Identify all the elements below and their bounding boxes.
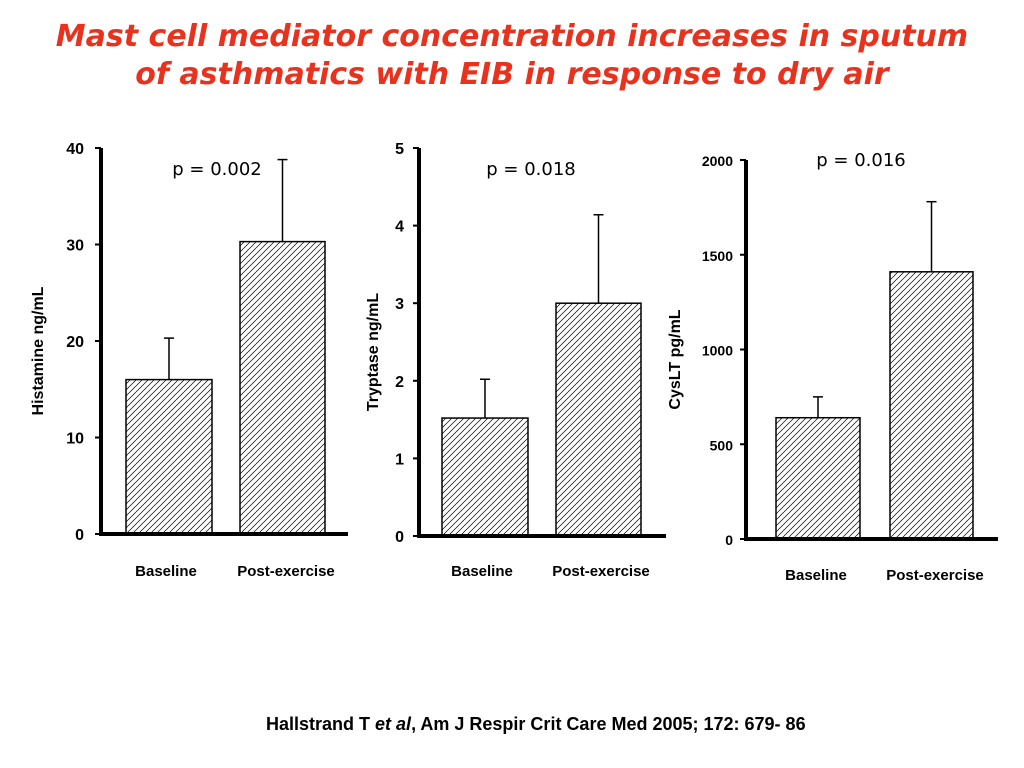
- chart-3-y-tick-label: 1500: [702, 248, 733, 264]
- citation: Hallstrand T et al, Am J Respir Crit Car…: [266, 714, 806, 735]
- citation-author: Hallstrand T: [266, 714, 376, 734]
- chart-1-bar-1: [125, 378, 213, 535]
- chart-3-bar-2: [889, 271, 974, 540]
- citation-journal: , Am J Respir Crit Care Med 2005; 172: 6…: [411, 714, 806, 734]
- slide-title: Mast cell mediator concentration increas…: [0, 18, 1024, 94]
- chart-1-y-tick-label: 0: [75, 527, 84, 544]
- chart-2-bar-2: [555, 302, 642, 537]
- chart-1-category-label-1: Baseline: [135, 563, 197, 580]
- chart-3-y-tick-label: 2000: [702, 153, 733, 169]
- chart-3-category-label-1: Baseline: [785, 567, 847, 584]
- chart-2-y-tick-label: 1: [395, 451, 404, 468]
- chart-2-y-tick-label: 4: [395, 219, 404, 236]
- chart-1-y-tick-label: 20: [66, 334, 84, 351]
- chart-2-p-value: p = 0.018: [486, 159, 575, 180]
- chart-2-y-axis-label: Tryptase ng/mL: [365, 293, 382, 411]
- chart-3-y-tick-label: 0: [725, 532, 733, 548]
- citation-et-al: et al: [375, 714, 412, 734]
- chart-2-y-tick-label: 2: [395, 374, 404, 391]
- chart-3-p-value: p = 0.016: [816, 150, 905, 171]
- chart-3-category-label-2: Post-exercise: [886, 567, 984, 584]
- chart-3-y-tick-label: 1000: [702, 343, 733, 359]
- chart-1-y-tick-label: 10: [66, 431, 84, 448]
- chart-3-y-axis-label: CysLT pg/mL: [667, 309, 684, 409]
- chart-1-y-tick-label: 40: [66, 141, 84, 158]
- chart-1-bar-2: [239, 240, 326, 535]
- chart-1-category-label-2: Post-exercise: [237, 563, 335, 580]
- chart-2-bar-1: [441, 417, 529, 537]
- slide-title-line-1: Mast cell mediator concentration increas…: [55, 19, 969, 54]
- chart-2-category-label-1: Baseline: [451, 563, 513, 580]
- chart-2-y-tick-label: 3: [395, 296, 404, 313]
- chart-1-p-value: p = 0.002: [172, 159, 261, 180]
- chart-3-bar-1: [775, 416, 861, 540]
- chart-2-category-label-2: Post-exercise: [552, 563, 650, 580]
- chart-1-y-axis-label: Histamine ng/mL: [30, 286, 47, 415]
- chart-1-y-tick-label: 30: [66, 238, 84, 255]
- chart-3-y-tick-label: 500: [710, 437, 734, 453]
- chart-2-y-tick-label: 0: [395, 529, 404, 546]
- chart-2-y-tick-label: 5: [395, 141, 404, 158]
- slide-title-line-2: of asthmatics with EIB in response to dr…: [135, 57, 889, 92]
